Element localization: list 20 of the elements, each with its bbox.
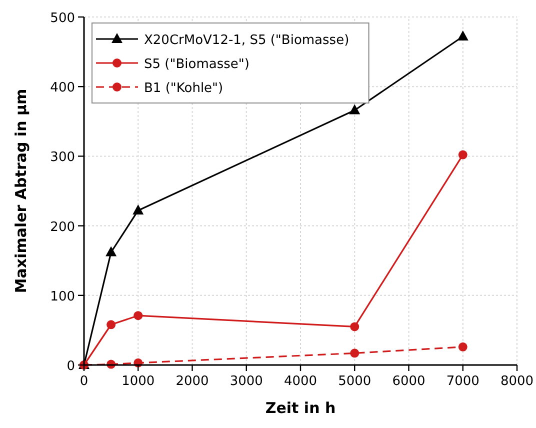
legend-label: S5 ("Biomasse") — [144, 57, 250, 72]
x-tick-label: 0 — [80, 374, 88, 389]
x-axis-title: Zeit in h — [265, 399, 336, 417]
x-tick-label: 1000 — [122, 374, 155, 389]
y-tick-label: 400 — [50, 80, 75, 96]
x-tick-label: 6000 — [392, 374, 426, 389]
x-tick-label: 4000 — [284, 374, 318, 389]
y-tick-label: 0 — [66, 359, 75, 374]
y-tick-label: 300 — [50, 150, 75, 166]
x-tick-label: 7000 — [446, 374, 480, 389]
legend-label: X20CrMoV12-1, S5 ("Biomasse) — [144, 33, 350, 48]
legend-label: B1 ("Kohle") — [144, 81, 224, 96]
x-tick-label: 2000 — [176, 374, 209, 389]
y-tick-label: 100 — [50, 289, 75, 304]
y-tick-label: 500 — [50, 11, 75, 26]
y-tick-label: 200 — [50, 220, 75, 235]
x-tick-label: 8000 — [500, 374, 534, 389]
y-axis-title: Maximaler Abtrag in µm — [12, 88, 30, 294]
x-tick-label: 5000 — [338, 374, 372, 389]
x-tick-label: 3000 — [230, 374, 263, 389]
